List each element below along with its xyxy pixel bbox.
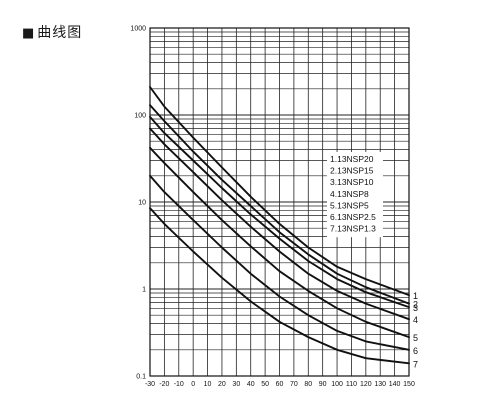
curve-label-1: 1 xyxy=(413,291,418,301)
curve-3 xyxy=(149,115,410,309)
legend-entry: 5.13NSP5 xyxy=(330,200,369,210)
x-tick-label: 40 xyxy=(247,381,255,388)
y-tick-label: 1000 xyxy=(130,26,146,33)
legend-entry: 1.13NSP20 xyxy=(330,154,374,164)
heading-square-icon: ■ xyxy=(22,26,36,41)
chart-curves: 123 4 5 6 7 xyxy=(149,86,418,369)
x-tick-label: 80 xyxy=(304,381,312,388)
y-tick-label: 10 xyxy=(138,200,146,207)
x-tick-label: 10 xyxy=(204,381,212,388)
x-tick-label: -20 xyxy=(159,381,169,388)
x-tick-label: 20 xyxy=(218,381,226,388)
y-tick-label: 100 xyxy=(134,113,146,120)
curve-7 xyxy=(149,207,410,365)
curve-6 xyxy=(149,174,410,351)
curve-label-2: 2 xyxy=(413,300,418,310)
curve-label-7: 7 xyxy=(413,359,418,369)
curve-5 xyxy=(149,146,410,339)
x-tick-label: 150 xyxy=(403,381,415,388)
legend-box xyxy=(327,152,383,238)
x-tick-label: 50 xyxy=(261,381,269,388)
x-tick-label: 90 xyxy=(319,381,327,388)
x-tick-label: 60 xyxy=(276,381,284,388)
x-tick-label: 110 xyxy=(346,381,357,388)
legend-entry: 4.13NSP8 xyxy=(330,189,369,199)
curve-1 xyxy=(149,86,410,297)
curve-2 xyxy=(149,104,410,305)
x-tick-label: -30 xyxy=(145,381,155,388)
x-tick-label: 140 xyxy=(389,381,401,388)
curve-label-6: 6 xyxy=(413,346,418,356)
x-tick-label: 30 xyxy=(232,381,240,388)
heading-text: 曲线图 xyxy=(37,25,83,41)
chart-heading: ■ 曲线图 xyxy=(22,22,82,42)
x-tick-label: 120 xyxy=(360,381,372,388)
legend-entry: 6.13NSP2.5 xyxy=(330,212,376,222)
x-tick-label: -10 xyxy=(174,381,184,388)
y-tick-label: 1 xyxy=(142,287,146,294)
y-tick-label: 0.1 xyxy=(136,374,146,381)
plot-frame xyxy=(149,27,410,377)
legend-entry: 7.13NSP1.3 xyxy=(330,224,376,234)
curve-4 xyxy=(149,127,410,321)
curve-label-5: 5 xyxy=(413,333,418,343)
x-tick-label: 130 xyxy=(374,381,386,388)
chart-axes: 1000 100 10 1 0.1-30 -20 -10 0 10 20 30 40 50 60 70 80 9… xyxy=(130,26,415,389)
legend-entry: 3.13NSP10 xyxy=(330,177,374,187)
curve-label-4: 4 xyxy=(413,315,418,325)
x-tick-label: 70 xyxy=(290,381,298,388)
legend-entry: 2.13NSP15 xyxy=(330,166,374,176)
curve-label-3: 3 xyxy=(413,303,418,313)
x-tick-label: 0 xyxy=(191,381,195,388)
x-tick-label: 100 xyxy=(331,381,343,388)
